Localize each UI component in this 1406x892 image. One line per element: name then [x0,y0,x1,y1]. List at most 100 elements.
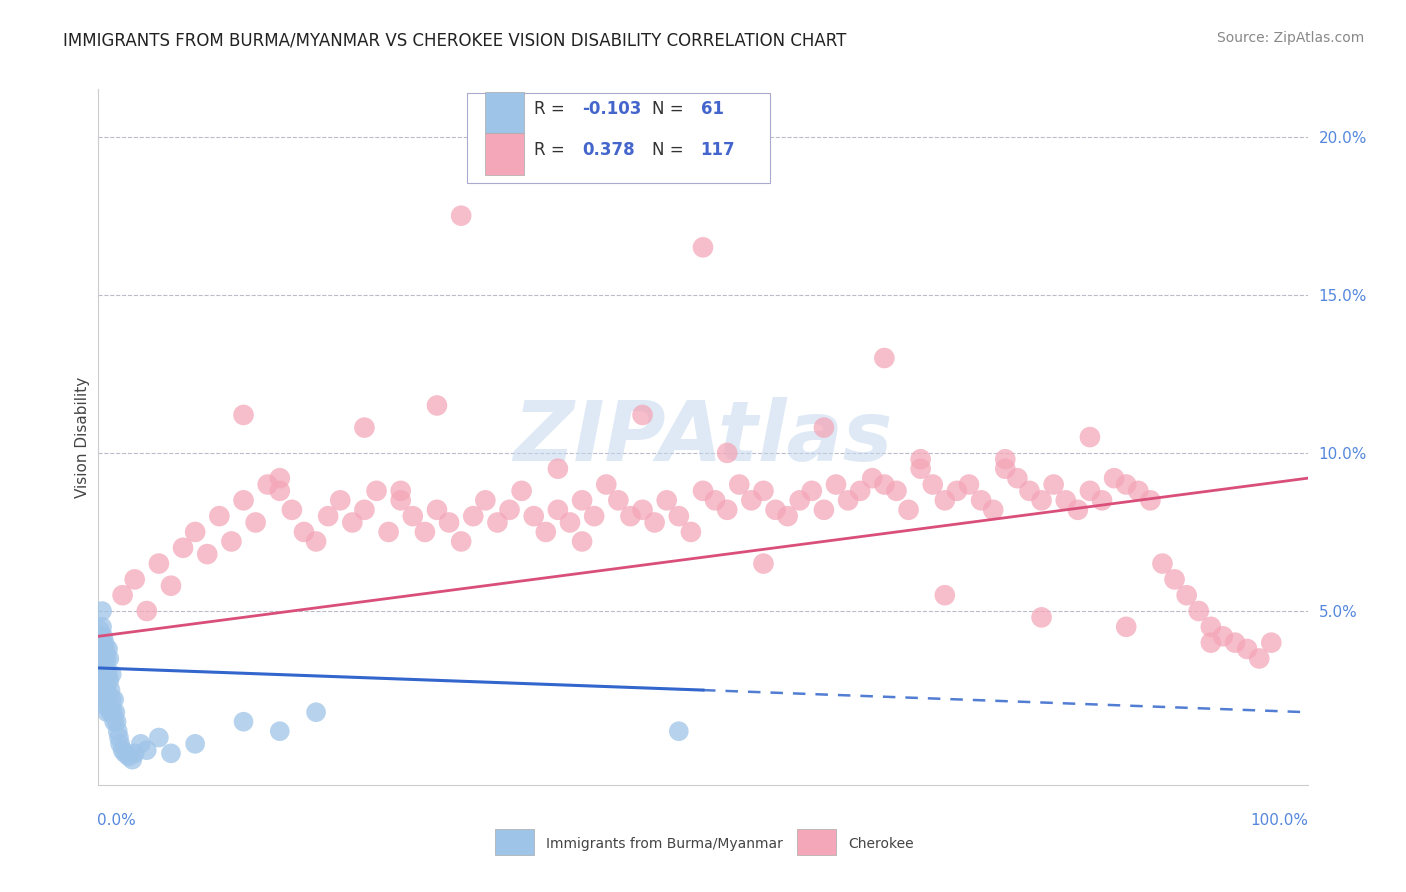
Point [94,683,117,698]
Text: -0.103: -0.103 [582,100,641,118]
Point [160,747,183,761]
Point [97,667,120,681]
Point [389,493,412,508]
Point [100,683,122,698]
FancyBboxPatch shape [485,134,524,175]
Point [148,731,170,745]
Point [97,642,120,657]
Point [104,705,127,719]
Point [789,493,811,508]
Point [752,483,775,498]
Point [728,477,751,491]
Text: ZIPAtlas: ZIPAtlas [513,397,893,477]
Point [245,516,267,530]
Point [873,351,896,365]
Point [873,477,896,491]
Point [752,557,775,571]
Point [523,509,546,524]
Point [946,483,969,498]
Point [100,667,122,681]
Text: N =: N = [652,142,689,160]
Point [776,509,799,524]
Point [94,642,117,657]
Point [305,705,328,719]
Point [716,503,738,517]
Point [135,604,157,618]
Point [644,516,666,530]
Point [1091,493,1114,508]
Point [486,516,509,530]
Point [184,524,207,539]
Point [118,749,141,764]
Point [740,493,762,508]
Point [172,541,194,555]
Point [1152,557,1174,571]
Text: IMMIGRANTS FROM BURMA/MYANMAR VS CHEROKEE VISION DISABILITY CORRELATION CHART: IMMIGRANTS FROM BURMA/MYANMAR VS CHEROKE… [63,31,846,49]
Point [90,629,112,643]
Point [1163,573,1185,587]
Point [89,661,111,675]
Point [91,683,114,698]
Point [426,399,449,413]
Point [1175,588,1198,602]
Text: 61: 61 [700,100,724,118]
Point [90,667,112,681]
Point [96,683,118,698]
Point [1078,430,1101,444]
Point [100,692,122,706]
Text: 0.378: 0.378 [582,142,634,160]
Point [813,503,835,517]
Point [1018,483,1040,498]
Point [437,516,460,530]
Point [93,635,115,649]
Point [232,714,254,729]
Point [474,493,496,508]
Point [1223,635,1246,649]
Point [148,557,170,571]
Text: Immigrants from Burma/Myanmar: Immigrants from Burma/Myanmar [546,837,783,851]
Text: 0.0%: 0.0% [97,813,136,828]
Point [668,724,690,739]
Point [389,483,412,498]
Point [90,651,112,665]
Point [366,483,388,498]
Point [510,483,533,498]
Point [1199,635,1222,649]
Point [800,483,823,498]
Point [1007,471,1029,485]
Point [269,724,291,739]
Point [1236,642,1258,657]
Point [232,493,254,508]
Point [994,461,1017,475]
Point [107,724,129,739]
Point [353,503,375,517]
Point [910,452,932,467]
Point [1128,483,1150,498]
Point [631,503,654,517]
Point [232,408,254,422]
Point [571,534,593,549]
FancyBboxPatch shape [467,93,769,183]
Point [269,483,291,498]
Point [704,493,727,508]
Text: Cherokee: Cherokee [848,837,914,851]
Point [377,524,399,539]
Point [91,667,114,681]
Point [934,588,956,602]
Point [329,493,352,508]
Point [934,493,956,508]
Point [1042,477,1064,491]
Point [765,503,787,517]
Text: 100.0%: 100.0% [1251,813,1309,828]
Point [813,420,835,434]
Point [96,705,118,719]
FancyBboxPatch shape [495,830,534,855]
Point [1078,483,1101,498]
Point [108,731,131,745]
Point [655,493,678,508]
Point [1115,620,1137,634]
Point [97,692,120,706]
Text: R =: R = [534,100,569,118]
Point [571,493,593,508]
Point [825,477,848,491]
